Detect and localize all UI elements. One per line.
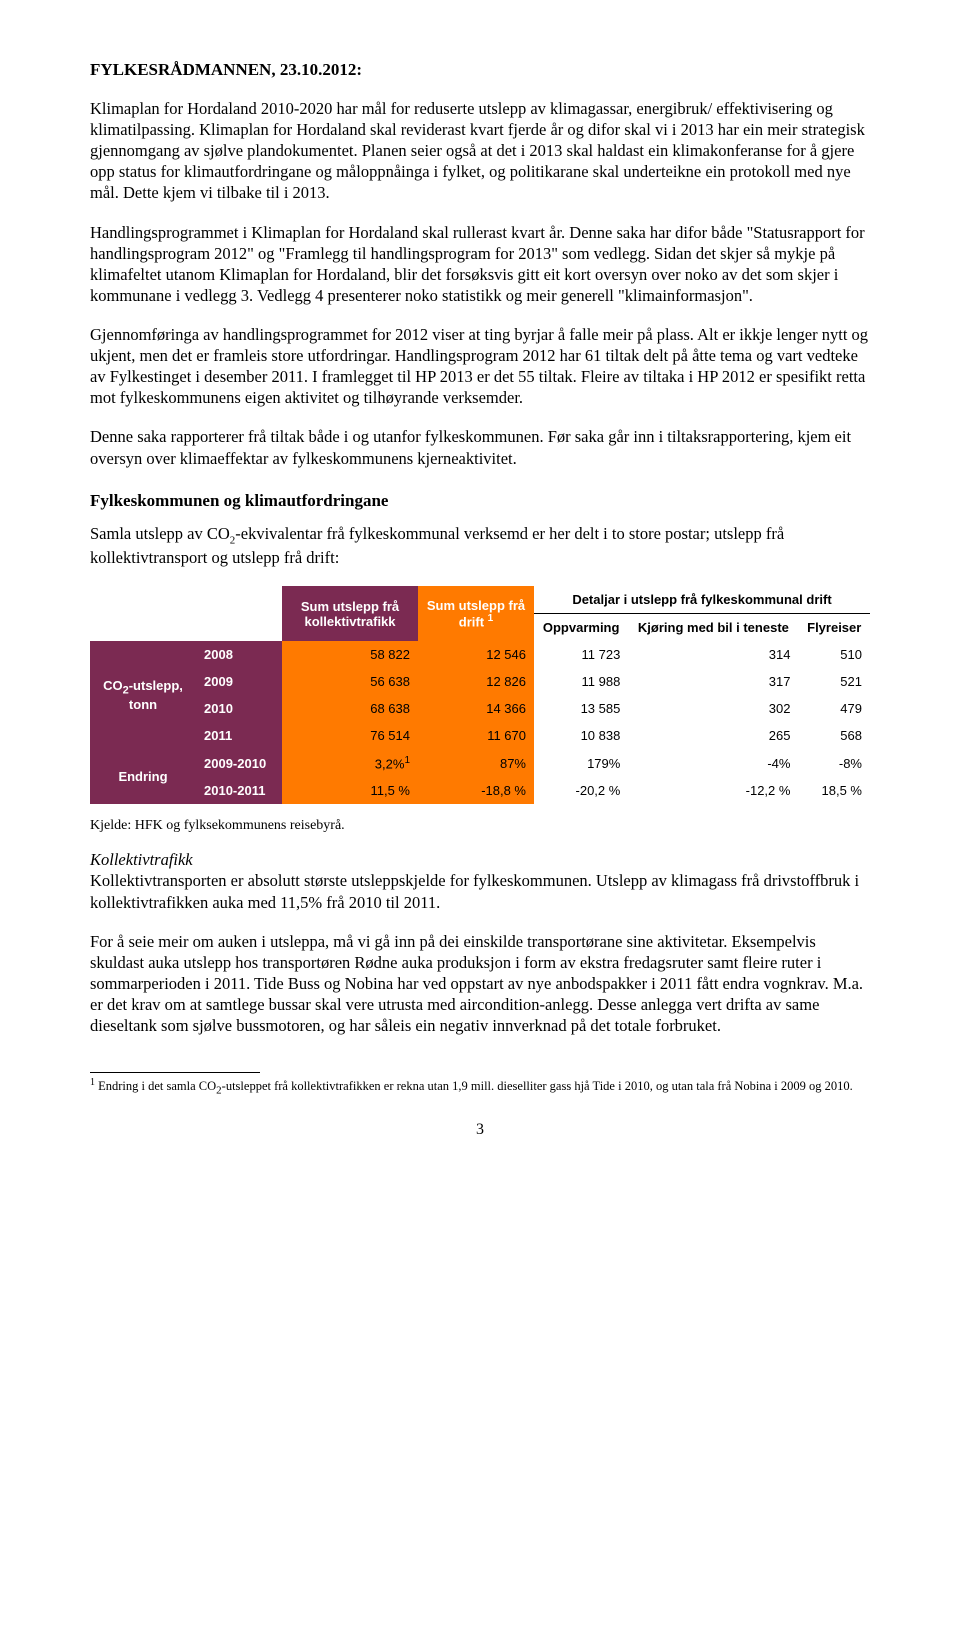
val-e2-drift: -18,8 %	[418, 777, 534, 804]
year-2010-2011: 2010-2011	[196, 777, 282, 804]
val-2009-kollektiv: 56 638	[282, 668, 418, 695]
doc-heading: FYLKESRÅDMANNEN, 23.10.2012:	[90, 60, 870, 80]
year-2009: 2009	[196, 668, 282, 695]
sub-oppvarming: Oppvarming	[534, 614, 628, 642]
val-2010-kjor: 302	[628, 695, 798, 722]
val-2011-opp: 10 838	[534, 722, 628, 749]
val-2009-opp: 11 988	[534, 668, 628, 695]
table-intro: Samla utslepp av CO2-ekvivalentar frå fy…	[90, 523, 870, 568]
year-2008: 2008	[196, 641, 282, 668]
rowgroup-co2: CO2-utslepp, tonn	[90, 641, 196, 749]
val-e1-fly: -8%	[798, 749, 870, 777]
col-drift-text: Sum utslepp frå drift	[427, 598, 525, 629]
val-2008-opp: 11 723	[534, 641, 628, 668]
val-2008-fly: 510	[798, 641, 870, 668]
val-e1-kollektiv-text: 3,2%	[375, 756, 405, 771]
page-number: 3	[90, 1121, 870, 1139]
val-2010-drift: 14 366	[418, 695, 534, 722]
val-2011-drift: 11 670	[418, 722, 534, 749]
paragraph-5: Kollektivtransporten er absolutt største…	[90, 870, 870, 912]
val-e2-opp: -20,2 %	[534, 777, 628, 804]
val-2010-kollektiv: 68 638	[282, 695, 418, 722]
val-e1-kollektiv-sup: 1	[404, 755, 410, 766]
year-2009-2010: 2009-2010	[196, 749, 282, 777]
detail-header: Detaljar i utslepp frå fylkeskommunal dr…	[534, 586, 870, 614]
section-title: Fylkeskommunen og klimautfordringane	[90, 491, 870, 511]
val-2008-kollektiv: 58 822	[282, 641, 418, 668]
val-2008-drift: 12 546	[418, 641, 534, 668]
sub-fly: Flyreiser	[798, 614, 870, 642]
rowgroup-co2-b: -utslepp, tonn	[129, 678, 183, 712]
year-2010: 2010	[196, 695, 282, 722]
paragraph-2: Handlingsprogrammet i Klimaplan for Hord…	[90, 222, 870, 306]
paragraph-4: Denne saka rapporterer frå tiltak både i…	[90, 426, 870, 468]
val-2009-drift: 12 826	[418, 668, 534, 695]
paragraph-1: Klimaplan for Hordaland 2010-2020 har må…	[90, 98, 870, 204]
val-2011-kjor: 265	[628, 722, 798, 749]
val-e2-kjor: -12,2 %	[628, 777, 798, 804]
footnote-text-a: Endring i det samla CO	[95, 1079, 216, 1093]
val-e1-drift: 87%	[418, 749, 534, 777]
val-2010-fly: 479	[798, 695, 870, 722]
rowgroup-co2-a: CO	[103, 678, 123, 693]
col-drift: Sum utslepp frå drift 1	[418, 586, 534, 641]
val-e1-kjor: -4%	[628, 749, 798, 777]
col-drift-sup: 1	[488, 613, 494, 624]
val-2009-fly: 521	[798, 668, 870, 695]
val-e2-kollektiv: 11,5 %	[282, 777, 418, 804]
table-source: Kjelde: HFK og fylksekommunens reisebyrå…	[90, 818, 870, 834]
val-2009-kjor: 317	[628, 668, 798, 695]
table-intro-prefix: Samla utslepp av CO	[90, 524, 230, 543]
sub-kjoring: Kjøring med bil i teneste	[628, 614, 798, 642]
val-e1-kollektiv: 3,2%1	[282, 749, 418, 777]
footnote-text-b: -utsleppet frå kollektivtrafikken er rek…	[222, 1079, 853, 1093]
val-2010-opp: 13 585	[534, 695, 628, 722]
val-2011-kollektiv: 76 514	[282, 722, 418, 749]
paragraph-6: For å seie meir om auken i utsleppa, må …	[90, 931, 870, 1037]
footnote-rule	[90, 1072, 260, 1073]
val-e1-opp: 179%	[534, 749, 628, 777]
footnote: 1 Endring i det samla CO2-utsleppet frå …	[90, 1077, 870, 1098]
val-e2-fly: 18,5 %	[798, 777, 870, 804]
emissions-table: Sum utslepp frå kollektivtrafikk Sum uts…	[90, 586, 870, 804]
rowgroup-endring: Endring	[90, 749, 196, 804]
year-2011: 2011	[196, 722, 282, 749]
col-kollektiv: Sum utslepp frå kollektivtrafikk	[282, 586, 418, 641]
val-2008-kjor: 314	[628, 641, 798, 668]
paragraph-3: Gjennomføringa av handlingsprogrammet fo…	[90, 324, 870, 408]
kollektiv-heading: Kollektivtrafikk	[90, 850, 870, 870]
val-2011-fly: 568	[798, 722, 870, 749]
